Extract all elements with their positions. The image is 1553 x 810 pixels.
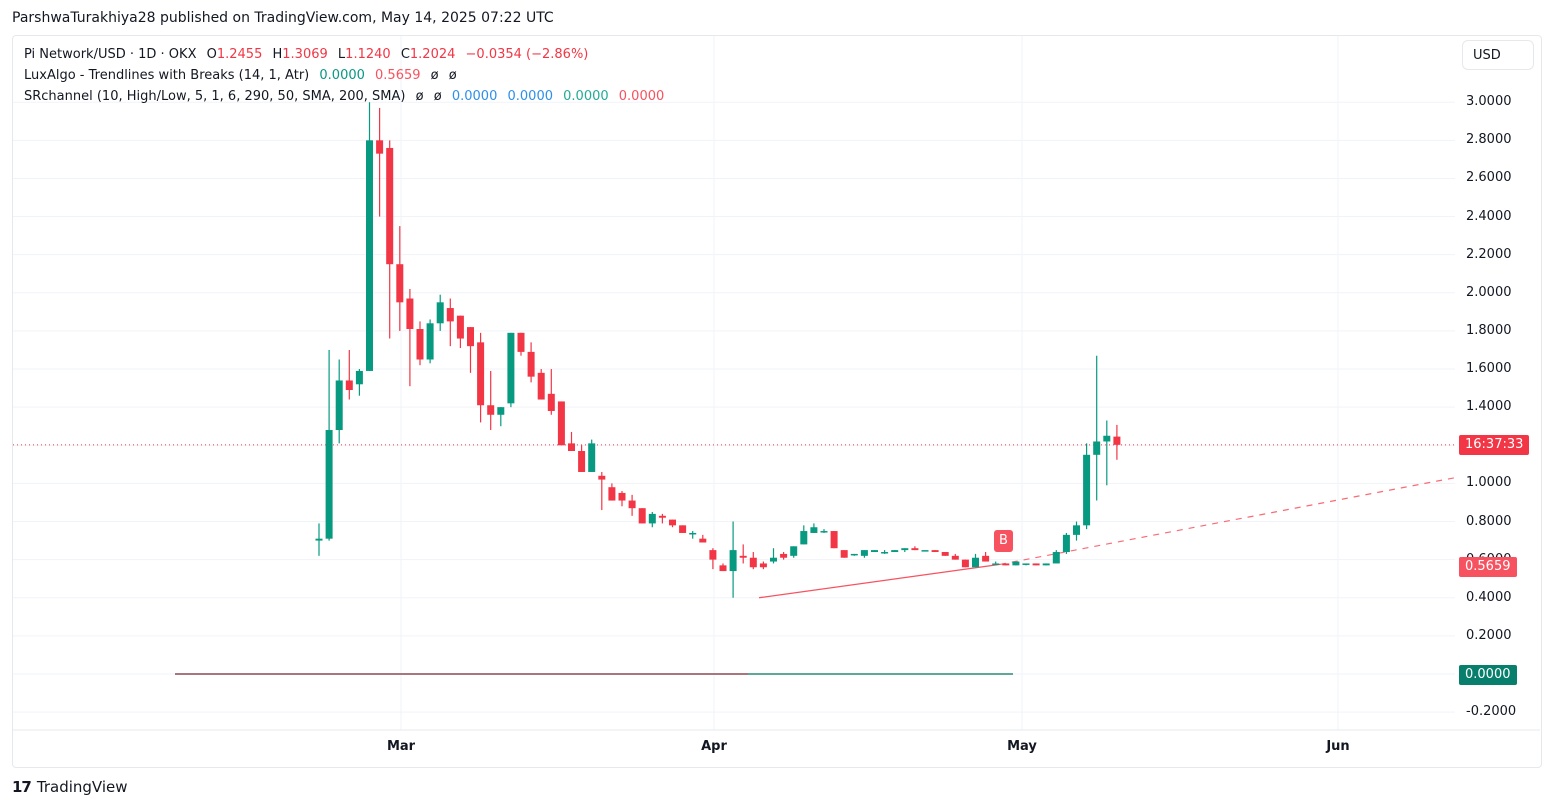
price-tick: 2.6000 [1466,170,1512,186]
indicator-name[interactable]: SRchannel (10, High/Low, 5, 1, 6, 290, 5… [24,89,406,104]
legend-indicator-srchannel: SRchannel (10, High/Low, 5, 1, 6, 290, 5… [24,89,665,104]
indicator-name[interactable]: LuxAlgo - Trendlines with Breaks (14, 1,… [24,68,310,83]
tradingview-logo-icon: 17 [12,778,32,796]
price-tick: 1.8000 [1466,322,1512,338]
price-tick: 1.6000 [1466,361,1512,377]
price-tick: 0.2000 [1466,627,1512,643]
price-tick: -0.2000 [1466,704,1517,720]
close-value: 1.2024 [409,47,456,62]
countdown-badge: 16:37:33 [1459,435,1530,455]
price-tick: 2.0000 [1466,284,1512,300]
time-tick: Apr [701,739,727,754]
chart-frame [12,35,1542,768]
high-value: 1.3069 [282,47,328,62]
price-tick: 0.4000 [1466,589,1512,605]
price-tick: 1.4000 [1466,399,1512,415]
published-caption: ParshwaTurakhiya28 published on TradingV… [12,10,554,26]
price-tick: 2.4000 [1466,208,1512,224]
trendline-price-badge: 0.5659 [1459,557,1517,577]
time-tick: Mar [386,739,416,754]
time-tick: May [1007,739,1037,754]
currency-selector[interactable]: USD [1462,40,1534,70]
change-value: −0.0354 (−2.86%) [465,47,589,62]
chart-legend: Pi Network/USD · 1D · OKX O1.2455 H1.306… [24,44,670,107]
legend-symbol-row: Pi Network/USD · 1D · OKX O1.2455 H1.306… [24,47,589,62]
symbol-title[interactable]: Pi Network/USD · 1D · OKX [24,47,197,62]
price-tick: 3.0000 [1466,94,1512,110]
price-tick: 1.0000 [1466,475,1512,491]
price-tick: 2.8000 [1466,132,1512,148]
footer-brand: 17 TradingView [12,778,128,796]
legend-indicator-luxalgo: LuxAlgo - Trendlines with Breaks (14, 1,… [24,68,457,83]
low-value: 1.1240 [345,47,391,62]
price-tick: 0.8000 [1466,513,1512,529]
zero-level-badge: 0.0000 [1459,665,1517,685]
brand-name: TradingView [36,778,128,796]
price-tick: 2.2000 [1466,246,1512,262]
break-marker: B [994,530,1013,552]
open-value: 1.2455 [216,47,263,62]
time-tick: Jun [1326,739,1350,754]
